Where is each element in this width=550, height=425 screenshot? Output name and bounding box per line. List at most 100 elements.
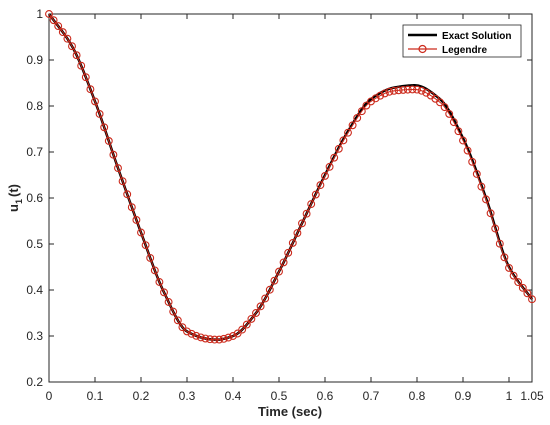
legendre-marker [132,216,141,224]
legendre-marker [229,332,237,340]
x-tick-label: 0.4 [225,389,242,403]
y-axis-title-main: u [6,204,21,212]
x-tick-label: 0.5 [271,389,288,403]
legendre-marker [440,103,449,112]
series-legendre-line [48,13,533,341]
legendre-marker [164,298,173,306]
legendre-marker [242,320,251,329]
legendre-marker [86,85,95,94]
plot-area [48,13,533,383]
legendre-marker [491,224,500,233]
legendre-marker [127,203,136,212]
legendre-marker [288,238,297,247]
legendre-marker [215,335,224,344]
legendre-marker [77,61,86,70]
legendre-marker [449,118,458,127]
x-tick-label: 0.2 [133,389,150,403]
legendre-marker [500,253,509,262]
legendre-marker [284,248,293,257]
y-axis-ticks: 0.2 0.3 0.4 0.5 0.6 0.7 0.8 0.9 1 [26,7,532,389]
legendre-marker [417,86,426,95]
legendre-marker [321,171,329,180]
legendre-marker [160,288,168,297]
legendre-marker [187,329,196,338]
y-tick-label: 0.6 [26,191,43,205]
legendre-marker [72,51,81,60]
legend-legendre-marker [418,44,427,54]
legendre-marker [219,334,228,343]
legendre-marker [344,128,352,137]
legendre-marker [376,91,385,100]
x-axis-title: Time (sec) [258,404,322,419]
legendre-marker [196,333,205,342]
legendre-marker [192,331,201,340]
y-tick-label: 0.2 [26,375,43,389]
legendre-marker [311,190,320,199]
legendre-marker [224,333,233,342]
y-tick-label: 0.8 [26,99,43,113]
legendre-marker [137,228,145,237]
legendre-marker [173,316,182,325]
legendre-marker [252,309,260,317]
legendre-marker [339,136,348,145]
x-axis-ticks: 0 0.1 0.2 0.3 0.4 0.5 0.6 0.7 0.8 0.9 1 1.05 [46,14,544,403]
legendre-marker [183,327,191,336]
legendre-marker [403,85,412,94]
x-tick-label: 0 [46,389,53,403]
legendre-marker [104,137,113,145]
legendre-marker [482,195,490,204]
legendre-marker [436,98,444,107]
legendre-marker [146,253,155,262]
legendre-marker [399,85,408,94]
y-tick-label: 0.5 [26,237,43,251]
legendre-marker [353,114,362,122]
legendre-marker [247,314,256,323]
legendre-marker [477,182,486,191]
legendre-marker [261,294,270,303]
legendre-marker [54,22,63,31]
y-tick-label: 1 [36,7,43,21]
series-layer [45,10,536,344]
legendre-marker [265,285,274,294]
legendre-marker [330,153,339,162]
y-tick-label: 0.7 [26,145,43,159]
x-tick-label: 0.8 [409,389,426,403]
legendre-marker [325,162,334,171]
legendre-marker [150,266,159,275]
legendre-marker [362,101,371,110]
x-tick-label: 0.3 [179,389,196,403]
legendre-marker [505,263,513,272]
legendre-marker [238,325,247,334]
legendre-marker [408,85,417,94]
legendre-marker [123,190,132,199]
legendre-marker [298,219,306,228]
legendre-marker [68,42,76,51]
legendre-marker [141,241,150,250]
x-tick-label: 0.9 [455,389,472,403]
legendre-marker [348,121,357,130]
x-tick-label: 1.05 [520,389,544,403]
legendre-marker [468,157,477,166]
legendre-marker [454,127,463,136]
legend-legendre-label: Legendre [442,45,487,56]
legendre-marker [390,86,398,95]
legendre-marker [109,150,118,159]
legendre-marker [518,283,527,292]
legendre-marker [528,295,536,304]
legendre-marker [316,181,325,190]
legendre-marker [307,200,316,209]
legendre-marker [178,323,187,332]
legendre-marker [63,34,72,43]
y-tick-label: 0.9 [26,53,43,67]
x-tick-label: 0.1 [87,389,104,403]
legendre-marker [114,164,122,173]
x-tick-label: 0.7 [363,389,380,403]
legendre-marker [509,271,518,280]
legendre-marker [385,87,394,96]
x-tick-label: 1 [506,389,513,403]
legendre-marker [279,258,288,267]
legendre-marker [463,146,472,155]
legendre-marker [100,123,109,132]
x-tick-label: 0.6 [317,389,334,403]
legendre-marker [206,335,214,344]
